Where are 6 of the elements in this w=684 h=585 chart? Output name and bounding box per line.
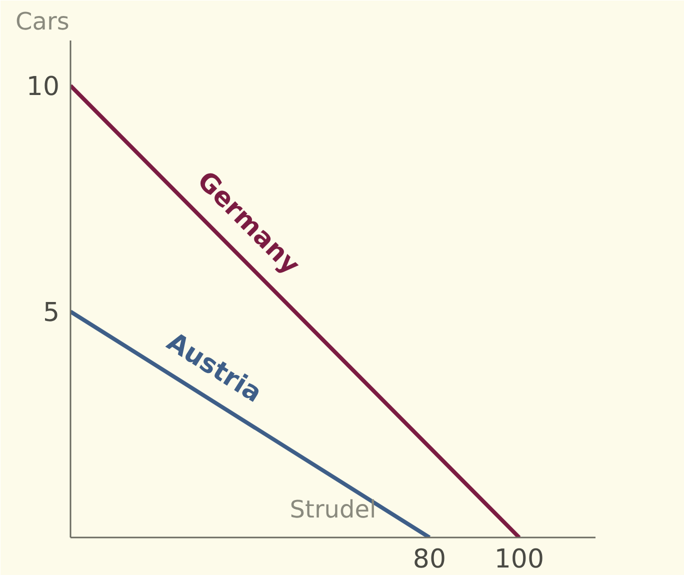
x-tick-label: 80 bbox=[412, 544, 446, 574]
y-axis-title: Cars bbox=[16, 8, 70, 36]
x-axis-title: Strudel bbox=[290, 496, 376, 524]
x-tick-label: 100 bbox=[494, 544, 544, 574]
y-tick-label: 10 bbox=[26, 72, 60, 102]
y-tick-label: 5 bbox=[42, 298, 60, 328]
